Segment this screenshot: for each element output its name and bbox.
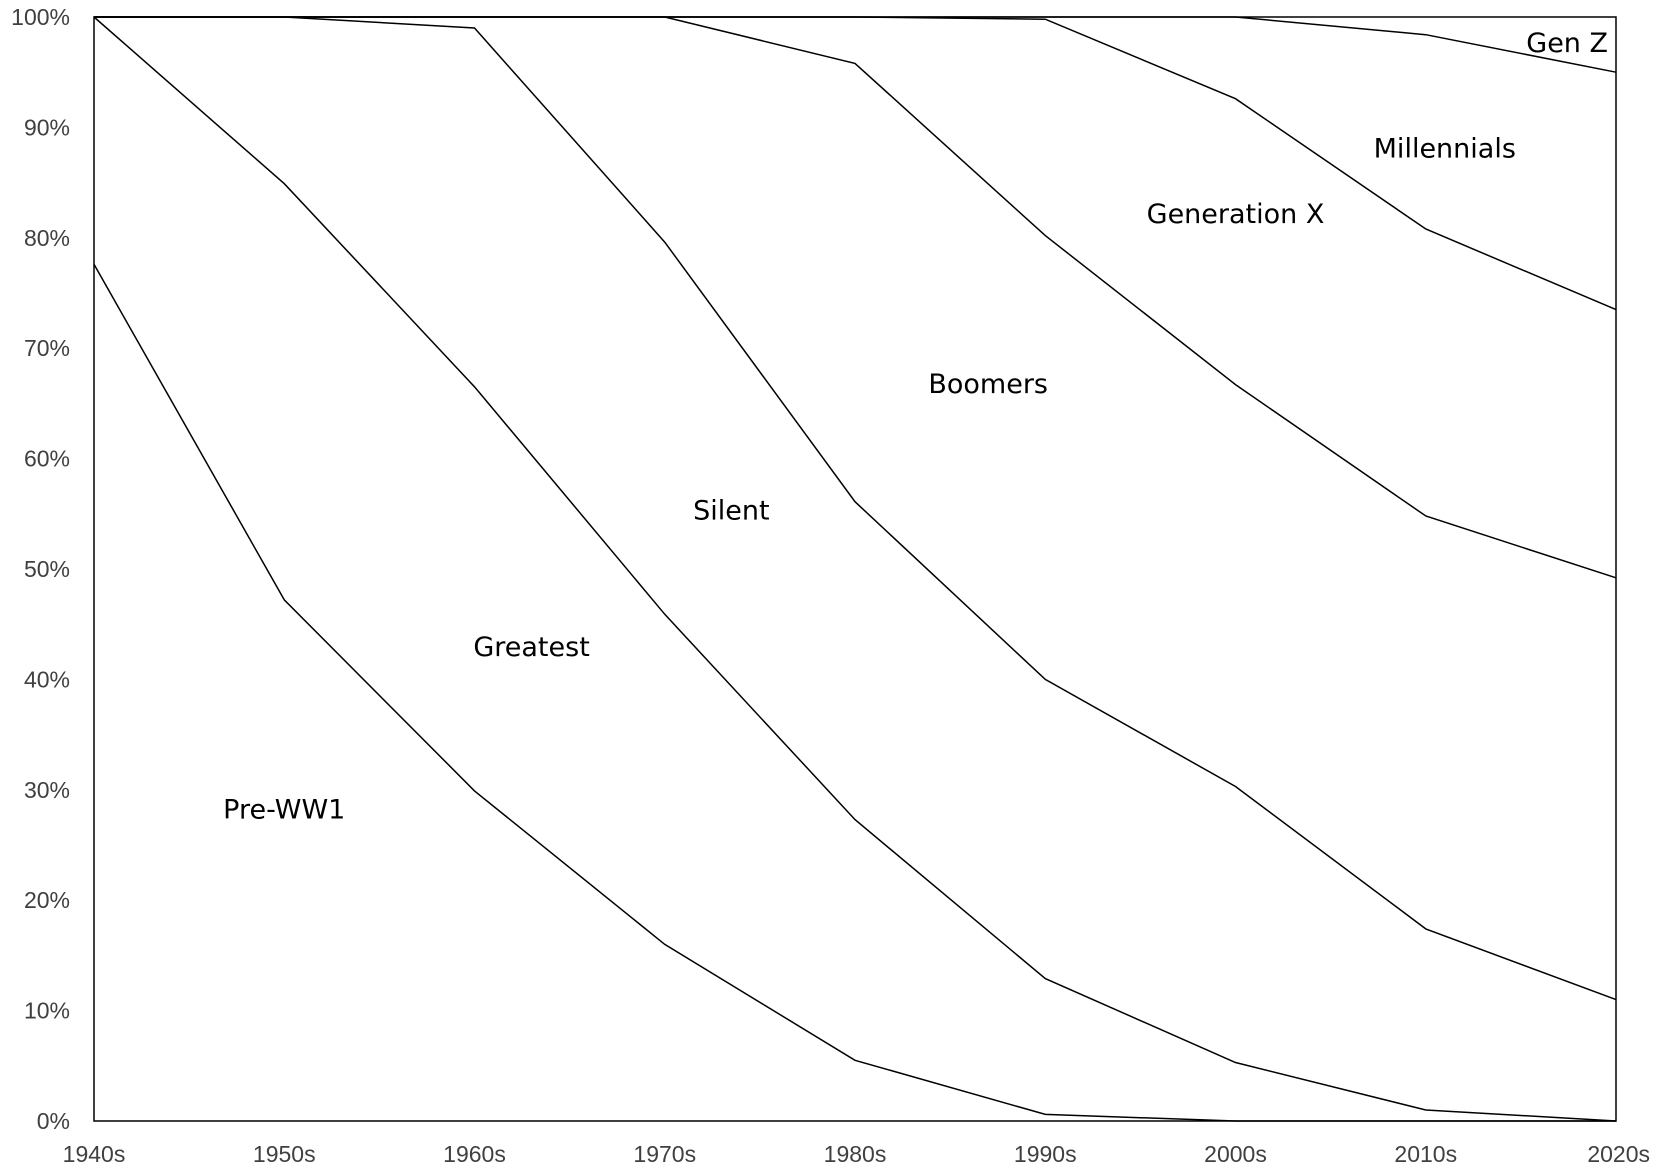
y-tick-label: 50% bbox=[24, 556, 70, 582]
y-tick-label: 40% bbox=[24, 666, 70, 692]
series-label-silent: Silent bbox=[693, 496, 769, 527]
x-tick-label: 2000s bbox=[1204, 1141, 1267, 1167]
y-tick-label: 100% bbox=[11, 4, 70, 30]
boundary-line-pre-ww1 bbox=[93, 263, 1616, 1122]
series-label-gen-z: Gen Z bbox=[1526, 28, 1608, 59]
x-tick-label: 2010s bbox=[1394, 1141, 1457, 1167]
y-tick-label: 20% bbox=[24, 887, 70, 913]
x-tick-label: 1940s bbox=[63, 1141, 126, 1167]
x-axis-ticks: 1940s 1950s 1960s 1970s 1980s 1990s 2000s 2010s… bbox=[63, 1141, 1650, 1167]
plot-frame bbox=[93, 16, 1617, 1122]
series-label-millennials: Millennials bbox=[1374, 134, 1516, 165]
x-tick-label: 2020s bbox=[1587, 1141, 1650, 1167]
series-label-greatest: Greatest bbox=[473, 632, 589, 663]
y-tick-label: 60% bbox=[24, 446, 70, 472]
series-label-boomers: Boomers bbox=[928, 369, 1048, 400]
series-label-generation-x: Generation X bbox=[1147, 199, 1325, 230]
y-axis-ticks: 0% 10% 20% 30% 40% 50% 60% 70% 80% 90% 100% bbox=[11, 4, 70, 1134]
y-tick-label: 90% bbox=[24, 114, 70, 140]
series-labels: Pre-WW1 Greatest Silent Boomers Generation X… bbox=[223, 28, 1608, 825]
y-tick-label: 0% bbox=[37, 1108, 70, 1134]
x-tick-label: 1970s bbox=[633, 1141, 696, 1167]
x-tick-label: 1960s bbox=[443, 1141, 506, 1167]
y-tick-label: 10% bbox=[24, 998, 70, 1024]
boundary-line-boomers bbox=[94, 16, 1617, 579]
y-tick-label: 70% bbox=[24, 335, 70, 361]
x-tick-label: 1980s bbox=[824, 1141, 887, 1167]
x-tick-label: 1990s bbox=[1014, 1141, 1077, 1167]
y-tick-label: 30% bbox=[24, 777, 70, 803]
series-label-pre-ww1: Pre-WW1 bbox=[223, 794, 345, 825]
boundary-line-greatest bbox=[93, 16, 1617, 1122]
boundary-line-silent bbox=[94, 16, 1617, 1001]
x-tick-label: 1950s bbox=[253, 1141, 316, 1167]
y-tick-label: 80% bbox=[24, 225, 70, 251]
series-boundaries bbox=[93, 16, 1617, 1122]
